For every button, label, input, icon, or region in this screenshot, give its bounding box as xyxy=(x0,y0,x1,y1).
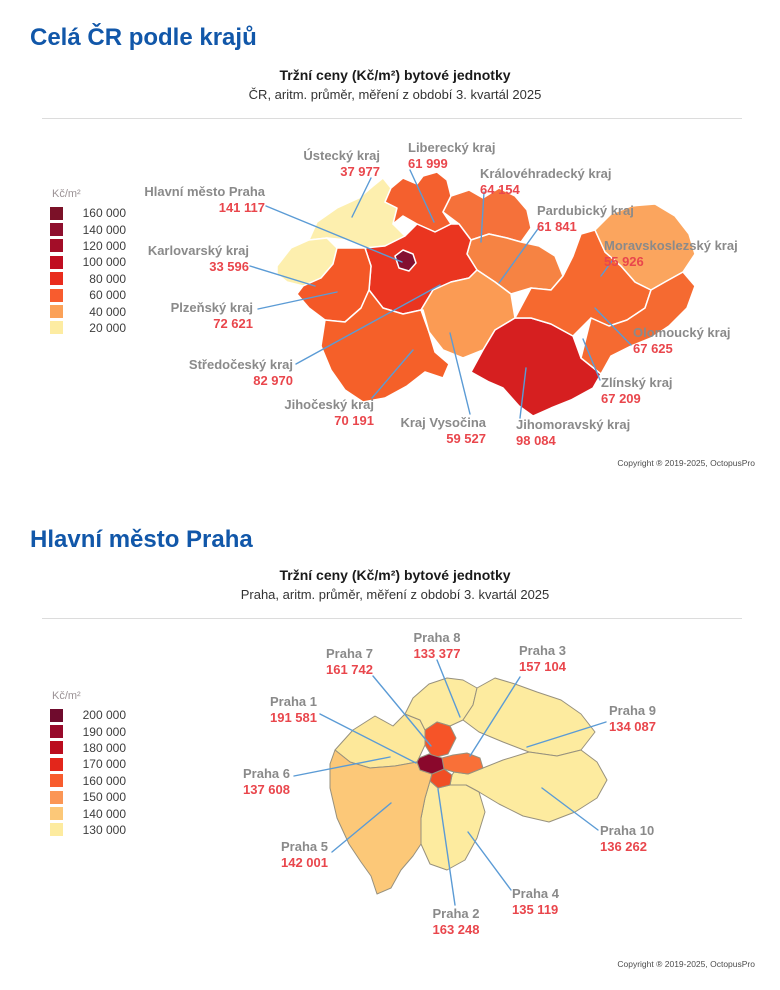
legend-row: 160 000 xyxy=(50,205,126,221)
chart-title-cr: Tržní ceny (Kč/m²) bytové jednotky xyxy=(279,67,511,83)
legend-swatch xyxy=(50,708,63,722)
district-praha-5[interactable] xyxy=(329,749,433,895)
chart-title-praha: Tržní ceny (Kč/m²) bytové jednotky xyxy=(279,567,511,583)
legend-swatch xyxy=(50,774,63,788)
chart-top-divider xyxy=(42,118,742,119)
legend-swatch xyxy=(50,725,63,739)
region-liberecky[interactable] xyxy=(384,171,452,233)
legend-row: 190 000 xyxy=(50,723,126,739)
map-label-praha-1: Praha 1 191 581 xyxy=(270,694,317,725)
map-label-praha-10: Praha 10 136 262 xyxy=(600,823,655,854)
map-label-praha-8: Praha 8 133 377 xyxy=(413,630,461,661)
legend-row: 200 000 xyxy=(50,707,126,723)
district-praha-4[interactable] xyxy=(420,780,486,871)
map-label-pardubicky: Pardubický kraj 61 841 xyxy=(537,203,634,234)
map-label-kralovehradecky: Královéhradecký kraj 64 154 xyxy=(480,166,612,197)
legend-row: 80 000 xyxy=(50,271,126,287)
legend-row: 40 000 xyxy=(50,303,126,319)
map-label-plzensky: Plzeňský kraj 72 621 xyxy=(170,300,253,331)
legend-row: 100 000 xyxy=(50,254,126,270)
map-label-olomoucky: Olomoucký kraj 67 625 xyxy=(633,325,731,356)
map-label-liberecky: Liberecký kraj 61 999 xyxy=(408,140,496,171)
legend-row: 160 000 xyxy=(50,773,126,789)
prague-map xyxy=(329,677,608,895)
legend-row: 130 000 xyxy=(50,822,126,838)
map-label-jihomoravsky: Jihomoravský kraj 98 084 xyxy=(516,417,631,448)
legend-swatch xyxy=(50,823,63,837)
copyright-note-praha: Copyright ® 2019-2025, OctopusPro xyxy=(617,959,755,969)
map-label-praha-5: Praha 5 142 001 xyxy=(281,839,328,870)
legend-swatch xyxy=(50,741,63,755)
legend-swatch xyxy=(50,757,63,771)
map-label-praha-hl-m: Hlavní město Praha 141 117 xyxy=(144,184,265,215)
legend-swatch xyxy=(50,305,63,319)
legend-row: 120 000 xyxy=(50,238,126,254)
district-praha-9[interactable] xyxy=(462,677,596,757)
map-label-praha-2: Praha 2 163 248 xyxy=(432,906,480,937)
legend-row: 140 000 xyxy=(50,221,126,237)
region-moravskoslezsky[interactable] xyxy=(594,203,696,291)
map-label-vysocina: Kraj Vysočina 59 527 xyxy=(400,415,486,446)
legend-row: 180 000 xyxy=(50,740,126,756)
legend-swatch xyxy=(50,321,63,335)
legend-swatch xyxy=(50,272,63,286)
map-label-stredocesky: Středočeský kraj 82 970 xyxy=(188,357,293,388)
cz-map xyxy=(276,171,696,417)
chart-top-divider xyxy=(42,618,742,619)
section-heading-praha: Hlavní město Praha xyxy=(30,526,253,554)
legend-swatch xyxy=(50,223,63,237)
legend-swatch xyxy=(50,807,63,821)
chart-subtitle-cr: ČR, aritm. průměr, měření z období 3. kv… xyxy=(248,87,542,102)
legend-row: 140 000 xyxy=(50,805,126,821)
legend-cr: Kč/m² 160 000 140 000 120 000 100 000 80… xyxy=(50,188,126,336)
map-label-zlinsky: Zlínský kraj 67 209 xyxy=(601,375,673,406)
legend-row: 20 000 xyxy=(50,320,126,336)
legend-swatch xyxy=(50,206,63,220)
map-label-praha-7: Praha 7 161 742 xyxy=(326,646,373,677)
legend-row: 60 000 xyxy=(50,287,126,303)
map-label-praha-3: Praha 3 157 104 xyxy=(519,643,566,674)
map-label-karlovarsky: Karlovarský kraj 33 596 xyxy=(147,243,249,274)
legend-swatch xyxy=(50,288,63,302)
legend-swatch xyxy=(50,255,63,269)
map-label-jihocesky: Jihočeský kraj 70 191 xyxy=(284,397,374,428)
district-praha-7[interactable] xyxy=(424,721,457,759)
map-label-praha-9: Praha 9 134 087 xyxy=(609,703,656,734)
district-praha-3[interactable] xyxy=(441,752,484,775)
legend-swatch xyxy=(50,790,63,804)
map-label-moravskoslezsky: Moravskoslezský kraj 55 926 xyxy=(604,238,738,269)
section-heading-cr: Celá ČR podle krajů xyxy=(30,24,257,52)
legend-unit-label: Kč/m² xyxy=(52,188,81,200)
map-label-praha-6: Praha 6 137 608 xyxy=(243,766,290,797)
map-label-ustecky: Ústecký kraj 37 977 xyxy=(303,148,380,179)
district-praha-6[interactable] xyxy=(334,713,426,769)
legend-row: 150 000 xyxy=(50,789,126,805)
legend-row: 170 000 xyxy=(50,756,126,772)
chart-subtitle-praha: Praha, aritm. průměr, měření z období 3.… xyxy=(240,587,550,602)
legend-praha: Kč/m² 200 000 190 000 180 000 170 000 16… xyxy=(50,690,126,838)
legend-unit-label: Kč/m² xyxy=(52,690,81,702)
legend-swatch xyxy=(50,239,63,253)
district-praha-1[interactable] xyxy=(416,753,445,775)
copyright-note-cr: Copyright ® 2019-2025, OctopusPro xyxy=(617,458,755,468)
map-label-praha-4: Praha 4 135 119 xyxy=(512,886,559,917)
